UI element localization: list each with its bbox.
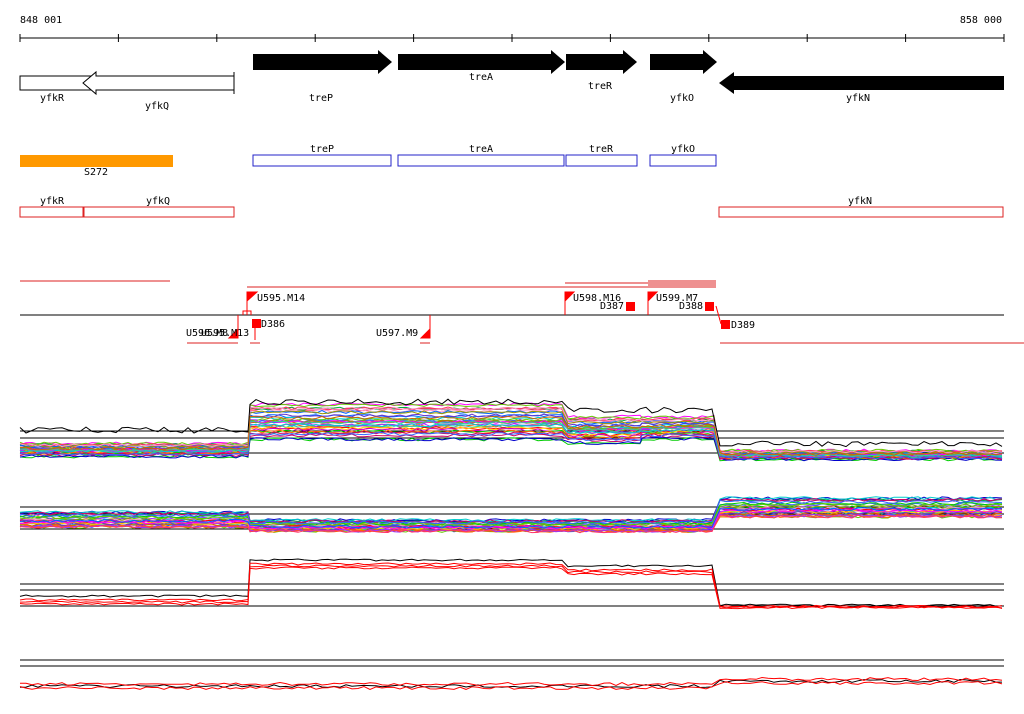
expression-track-1 — [19, 398, 1004, 462]
terminator-mark[interactable] — [721, 320, 730, 329]
downshift-flag[interactable] — [227, 315, 239, 339]
gene-label-yfkQ: yfkQ — [145, 101, 169, 112]
cds-label-treA: treA — [469, 144, 493, 155]
expression-profile — [19, 415, 1003, 456]
promoter-label: S272 — [84, 167, 108, 178]
expression-track-3 — [19, 558, 1004, 610]
expression-profile — [19, 431, 1003, 460]
cds-label-treP: treP — [310, 144, 334, 155]
expression-profile — [19, 420, 1003, 458]
downshift-label: U595.M13 — [201, 328, 249, 339]
red-box-yfkR[interactable] — [19, 206, 84, 218]
gene-label-treR: treR — [588, 81, 613, 92]
upshift-flag[interactable] — [246, 291, 259, 315]
upshift-label: U598.M16 — [573, 293, 621, 304]
expression-profile — [19, 403, 1003, 453]
expression-profile — [19, 398, 1003, 448]
expression-profile — [19, 566, 1003, 610]
red-box-yfkQ[interactable] — [83, 206, 235, 218]
gene-arrow-yfkO[interactable] — [650, 50, 717, 74]
ruler-ticks — [19, 34, 1005, 42]
expression-profile — [19, 562, 1003, 608]
expression-profile — [19, 564, 1003, 609]
gene-arrow-treP[interactable] — [253, 50, 392, 74]
downshift-label: U597.M9 — [376, 328, 418, 339]
gene-arrow-treA[interactable] — [398, 50, 565, 74]
terminator-label: D389 — [731, 320, 755, 331]
gene-track: yfkR yfkQ treP treA treR yfkO yfkN — [19, 50, 1004, 112]
gene-arrow-yfkQ[interactable] — [82, 70, 235, 96]
feature-track: S272 treP treA treR yfkO yfkR yfkQ yfkN — [19, 144, 1004, 218]
expression-profile — [19, 410, 1003, 455]
gene-label-treA: treA — [469, 72, 493, 83]
cds-box-treR[interactable] — [565, 154, 638, 167]
start-coordinate: 848 001 — [20, 15, 62, 26]
expression-track-4 — [19, 659, 1004, 691]
expression-track-2 — [19, 496, 1004, 534]
upshift-flag[interactable] — [564, 291, 576, 315]
expression-profile — [19, 497, 1003, 524]
terminator-mark[interactable] — [252, 319, 261, 328]
red-label-yfkR: yfkR — [40, 196, 65, 207]
terminator-label: D388 — [679, 301, 703, 312]
red-box-yfkN[interactable] — [718, 206, 1004, 218]
gene-arrow-yfkN[interactable] — [719, 72, 1004, 94]
gene-arrow-treR[interactable] — [566, 50, 637, 74]
expression-profile — [19, 406, 1003, 454]
expression-profile — [19, 436, 1003, 462]
expression-profile — [19, 499, 1003, 525]
upshift-label: U599.M7 — [656, 293, 698, 304]
expression-profile — [19, 676, 1003, 687]
cds-label-treR: treR — [589, 144, 614, 155]
transcript-track: U595.M14 U598.M16 U599.M7 U596.M8 U595.M… — [20, 280, 1024, 344]
cds-label-yfkO: yfkO — [671, 144, 695, 155]
gene-label-yfkR: yfkR — [40, 93, 65, 104]
expression-profile — [19, 508, 1003, 530]
expression-profile — [19, 558, 1003, 607]
end-coordinate: 858 000 — [960, 15, 1002, 26]
terminator-stem — [242, 310, 252, 315]
terminator-label: D386 — [261, 319, 285, 330]
expression-profile — [19, 410, 1003, 455]
expression-profile — [19, 503, 1003, 527]
promoter-bar[interactable] — [20, 155, 173, 167]
red-label-yfkN: yfkN — [848, 196, 872, 207]
terminator-stem — [715, 305, 722, 325]
terminator-label: D387 — [600, 301, 624, 312]
upshift-label: U595.M14 — [257, 293, 305, 304]
expression-profile — [19, 507, 1003, 529]
downshift-label: U596.M8 — [186, 328, 228, 339]
upshift-flag[interactable] — [647, 291, 659, 315]
gene-label-treP: treP — [309, 93, 333, 104]
gene-label-yfkN: yfkN — [846, 93, 870, 104]
expression-profile — [19, 496, 1003, 523]
cds-box-yfkO[interactable] — [649, 154, 717, 167]
terminator-mark[interactable] — [705, 302, 714, 311]
expression-profile — [19, 681, 1003, 691]
expression-profile — [19, 514, 1002, 534]
red-label-yfkQ: yfkQ — [146, 196, 170, 207]
coordinate-ruler: 848 001 858 000 — [19, 15, 1005, 42]
downshift-flag[interactable] — [419, 315, 431, 339]
cds-box-treA[interactable] — [397, 154, 565, 167]
gene-label-yfkO: yfkO — [670, 93, 694, 104]
cds-box-treP[interactable] — [252, 154, 392, 167]
terminator-mark[interactable] — [626, 302, 635, 311]
